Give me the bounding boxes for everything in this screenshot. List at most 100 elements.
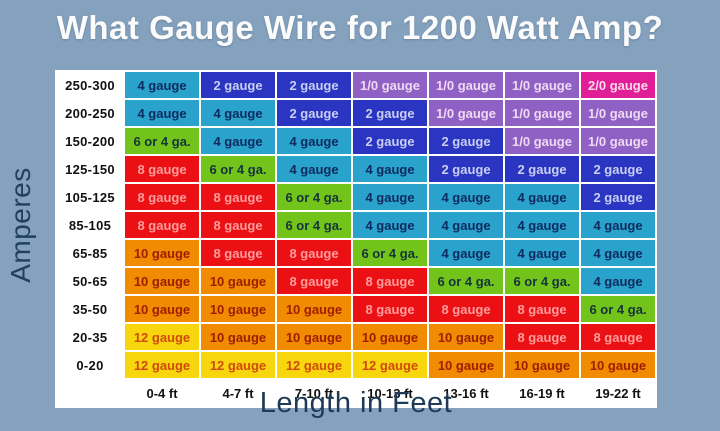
gauge-cell: 1/0 gauge [427, 98, 505, 128]
gauge-cell: 2 gauge [351, 126, 429, 156]
chart-title: What Gauge Wire for 1200 Watt Amp? [56, 9, 664, 46]
gauge-cell: 10 gauge [199, 294, 277, 324]
gauge-cell: 4 gauge [427, 182, 505, 212]
gauge-cell: 8 gauge [579, 322, 657, 352]
table-row: 125-150 8 gauge 6 or 4 ga. 4 gauge 4 gauge 2 … [55, 154, 657, 184]
gauge-cell: 4 gauge [427, 238, 505, 268]
table-row: 65-85 10 gauge 8 gauge 8 gauge 6 or 4 ga. 4 g… [55, 238, 657, 268]
gauge-cell: 8 gauge [503, 294, 581, 324]
gauge-cell: 10 gauge [427, 350, 505, 380]
gauge-cell: 12 gauge [123, 350, 201, 380]
table-row: 50-65 10 gauge 10 gauge 8 gauge 8 gauge 6 or … [55, 266, 657, 296]
col-label-length: 16-19 ft [503, 378, 581, 408]
row-label-amperes: 35-50 [55, 294, 125, 324]
gauge-cell: 10 gauge [275, 294, 353, 324]
corner-cell [55, 378, 125, 408]
row-label-amperes: 50-65 [55, 266, 125, 296]
row-label-amperes: 200-250 [55, 98, 125, 128]
column-header-row: 0-4 ft 4-7 ft 7-10 ft 10-13 ft 13-16 ft 16-19… [55, 378, 657, 408]
gauge-cell: 2 gauge [503, 154, 581, 184]
gauge-cell: 6 or 4 ga. [199, 154, 277, 184]
row-label-amperes: 85-105 [55, 210, 125, 240]
gauge-cell: 4 gauge [579, 238, 657, 268]
gauge-cell: 8 gauge [199, 210, 277, 240]
gauge-cell: 10 gauge [199, 322, 277, 352]
gauge-cell: 2 gauge [579, 182, 657, 212]
gauge-cell: 8 gauge [123, 182, 201, 212]
gauge-cell: 6 or 4 ga. [503, 266, 581, 296]
gauge-cell: 12 gauge [351, 350, 429, 380]
gauge-cell: 4 gauge [199, 98, 277, 128]
gauge-cell: 8 gauge [503, 322, 581, 352]
gauge-cell: 6 or 4 ga. [351, 238, 429, 268]
wire-gauge-table-body: 250-300 4 gauge 2 gauge 2 gauge 1/0 gauge 1/0… [55, 70, 657, 408]
gauge-cell: 1/0 gauge [579, 126, 657, 156]
gauge-cell: 4 gauge [503, 238, 581, 268]
gauge-cell: 10 gauge [123, 238, 201, 268]
col-label-length: 4-7 ft [199, 378, 277, 408]
table-row: 35-50 10 gauge 10 gauge 10 gauge 8 gauge 8 ga… [55, 294, 657, 324]
gauge-cell: 10 gauge [123, 266, 201, 296]
gauge-cell: 6 or 4 ga. [275, 210, 353, 240]
gauge-cell: 4 gauge [503, 182, 581, 212]
gauge-cell: 8 gauge [275, 266, 353, 296]
gauge-cell: 6 or 4 ga. [123, 126, 201, 156]
gauge-cell: 4 gauge [123, 70, 201, 100]
gauge-cell: 2 gauge [427, 126, 505, 156]
table-row: 20-35 12 gauge 10 gauge 10 gauge 10 gauge 10 … [55, 322, 657, 352]
gauge-cell: 1/0 gauge [351, 70, 429, 100]
gauge-cell: 10 gauge [123, 294, 201, 324]
table-row: 0-20 12 gauge 12 gauge 12 gauge 12 gauge 10 g… [55, 350, 657, 380]
gauge-cell: 8 gauge [351, 294, 429, 324]
row-label-amperes: 250-300 [55, 70, 125, 100]
gauge-cell: 10 gauge [275, 322, 353, 352]
gauge-cell: 6 or 4 ga. [427, 266, 505, 296]
col-label-length: 13-16 ft [427, 378, 505, 408]
gauge-cell: 4 gauge [579, 266, 657, 296]
row-label-amperes: 150-200 [55, 126, 125, 156]
gauge-cell: 8 gauge [199, 238, 277, 268]
row-label-amperes: 65-85 [55, 238, 125, 268]
row-label-amperes: 20-35 [55, 322, 125, 352]
gauge-cell: 4 gauge [427, 210, 505, 240]
gauge-cell: 1/0 gauge [427, 70, 505, 100]
gauge-cell: 12 gauge [199, 350, 277, 380]
row-label-amperes: 105-125 [55, 182, 125, 212]
gauge-cell: 1/0 gauge [503, 98, 581, 128]
gauge-cell: 4 gauge [275, 154, 353, 184]
gauge-cell: 2 gauge [199, 70, 277, 100]
gauge-cell: 8 gauge [123, 210, 201, 240]
table-row: 105-125 8 gauge 8 gauge 6 or 4 ga. 4 gauge 4 … [55, 182, 657, 212]
gauge-cell: 10 gauge [427, 322, 505, 352]
gauge-cell: 6 or 4 ga. [579, 294, 657, 324]
gauge-cell: 10 gauge [503, 350, 581, 380]
col-label-length: 0-4 ft [123, 378, 201, 408]
gauge-cell: 4 gauge [123, 98, 201, 128]
gauge-cell: 10 gauge [351, 322, 429, 352]
gauge-cell: 2/0 gauge [579, 70, 657, 100]
gauge-cell: 2 gauge [351, 98, 429, 128]
gauge-cell: 4 gauge [503, 210, 581, 240]
gauge-cell: 4 gauge [275, 126, 353, 156]
gauge-cell: 8 gauge [351, 266, 429, 296]
row-label-amperes: 0-20 [55, 350, 125, 380]
gauge-cell: 1/0 gauge [503, 70, 581, 100]
table-row: 85-105 8 gauge 8 gauge 6 or 4 ga. 4 gauge 4 g… [55, 210, 657, 240]
gauge-cell: 8 gauge [427, 294, 505, 324]
gauge-cell: 6 or 4 ga. [275, 182, 353, 212]
gauge-cell: 1/0 gauge [579, 98, 657, 128]
gauge-cell: 4 gauge [579, 210, 657, 240]
gauge-cell: 8 gauge [275, 238, 353, 268]
gauge-cell: 4 gauge [199, 126, 277, 156]
wire-gauge-table: 250-300 4 gauge 2 gauge 2 gauge 1/0 gauge 1/0… [55, 70, 657, 408]
x-axis-label: Length in Feet [259, 387, 453, 419]
row-label-amperes: 125-150 [55, 154, 125, 184]
gauge-cell: 8 gauge [123, 154, 201, 184]
gauge-cell: 12 gauge [123, 322, 201, 352]
table-row: 150-200 6 or 4 ga. 4 gauge 4 gauge 2 gauge 2 … [55, 126, 657, 156]
gauge-cell: 1/0 gauge [503, 126, 581, 156]
gauge-cell: 2 gauge [579, 154, 657, 184]
col-label-length: 10-13 ft [351, 378, 429, 408]
gauge-cell: 10 gauge [199, 266, 277, 296]
